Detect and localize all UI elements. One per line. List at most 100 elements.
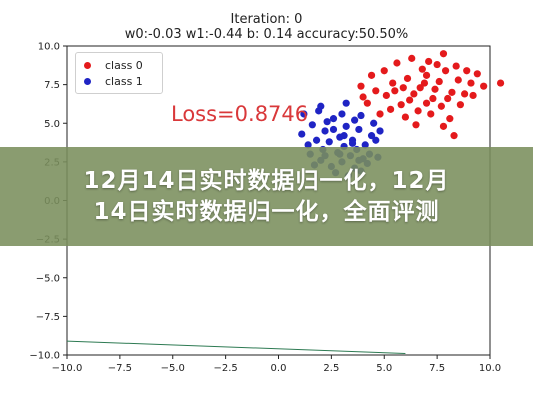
decision-line (66, 340, 406, 354)
class-0-point (406, 96, 414, 104)
class-0-point (456, 101, 464, 109)
class-1-point (372, 136, 380, 144)
x-tick-label: −5.0 (161, 363, 185, 374)
class-0-point (382, 91, 390, 100)
class-0-point (450, 132, 458, 140)
class-1-point (357, 111, 365, 120)
legend-item-class-0: class 0 (84, 57, 143, 73)
class-0-point (414, 107, 422, 115)
class-0-point (473, 70, 481, 78)
class-0-point (433, 60, 441, 69)
legend-item-class-1: class 1 (84, 73, 143, 89)
class-1-point (355, 125, 363, 134)
class-1-point (376, 127, 384, 135)
class-1-point (317, 102, 325, 110)
class-1-point (312, 136, 321, 144)
class-0-point (389, 79, 397, 87)
x-tick-label: −2.5 (213, 363, 237, 374)
class-1-point (304, 141, 312, 149)
class-0-point (431, 85, 439, 93)
class-1-point (323, 118, 331, 126)
class-0-point (452, 62, 460, 70)
x-axis: −10.0 −7.5 −5.0 −2.5 0.0 2.5 5.0 7.5 10.0 (52, 355, 501, 374)
x-tick-label: 10.0 (479, 363, 501, 374)
class-0-point (412, 121, 420, 129)
class-0-point (454, 76, 462, 84)
class-0-point (357, 82, 365, 90)
class-1-point (321, 127, 329, 135)
class-1-point (367, 132, 376, 140)
y-tick-label: −10.0 (29, 351, 60, 362)
class-0-point (427, 110, 435, 118)
banner-line-2: 14日实时数据归一化，全面评测 (93, 198, 440, 225)
class-0-point (416, 84, 424, 92)
class-0-point (372, 87, 380, 95)
legend: class 0 class 1 (75, 52, 163, 94)
legend-label-class-0: class 0 (105, 58, 143, 72)
decision-boundary (66, 340, 406, 354)
class-0-points (357, 50, 505, 140)
class-0-point (393, 59, 401, 67)
class-0-point (420, 79, 429, 87)
class-0-point (397, 101, 405, 109)
class-0-point (401, 113, 409, 121)
red-dot-icon (84, 61, 91, 69)
class-0-point (480, 82, 488, 90)
class-0-point (391, 87, 399, 95)
class-1-point (361, 141, 369, 149)
class-1-point (370, 119, 378, 127)
class-1-point (351, 116, 359, 124)
legend-label-class-1: class 1 (105, 74, 143, 88)
class-1-point (342, 122, 350, 130)
class-1-point (308, 121, 316, 129)
class-1-point (340, 132, 348, 140)
chart-subtitle: w0:-0.03 w1:-0.44 b: 0.14 accuracy:50.50… (124, 27, 409, 42)
class-0-point (444, 94, 452, 103)
class-0-point (441, 67, 450, 75)
loss-annotation: Loss=0.8746 (171, 102, 309, 126)
chart-title: Iteration: 0 (230, 12, 303, 27)
y-tick-label: 5.0 (44, 119, 60, 130)
class-0-point (386, 105, 395, 113)
class-1-point (325, 138, 333, 146)
class-0-point (429, 94, 437, 103)
class-0-point (496, 79, 505, 87)
class-0-point (403, 74, 412, 83)
x-tick-label: 7.5 (429, 363, 445, 374)
x-tick-label: 0.0 (271, 363, 287, 374)
class-1-point (329, 125, 338, 134)
y-tick-label: −7.5 (36, 312, 60, 323)
class-0-point (367, 71, 376, 79)
class-0-point (437, 102, 445, 110)
class-1-point (329, 115, 338, 123)
class-0-point (410, 90, 418, 98)
class-0-point (461, 90, 469, 98)
class-1-point (300, 110, 308, 118)
class-0-point (422, 99, 431, 107)
class-0-point (448, 88, 456, 96)
class-0-point (376, 110, 384, 118)
class-1-point (298, 130, 306, 138)
class-0-point (446, 115, 454, 123)
class-0-point (467, 79, 475, 87)
class-0-point (439, 50, 448, 58)
x-tick-label: 2.5 (323, 363, 339, 374)
class-1-point (348, 139, 357, 147)
class-0-point (380, 67, 388, 75)
class-0-point (469, 91, 477, 100)
class-1-point (338, 110, 346, 118)
x-tick-label: −7.5 (108, 363, 132, 374)
x-tick-label: 5.0 (376, 363, 392, 374)
y-tick-label: 7.5 (44, 80, 60, 91)
class-0-point (463, 67, 471, 75)
class-0-point (439, 122, 448, 130)
x-tick-label: −10.0 (52, 363, 83, 374)
class-0-point (425, 57, 433, 66)
title-banner: 12月14日实时数据归一化，12月 14日实时数据归一化，全面评测 (0, 147, 533, 246)
class-0-point (359, 93, 367, 101)
class-0-point (399, 84, 407, 92)
class-0-point (422, 71, 431, 79)
blue-dot-icon (84, 77, 91, 85)
y-tick-label: 10.0 (38, 42, 60, 53)
